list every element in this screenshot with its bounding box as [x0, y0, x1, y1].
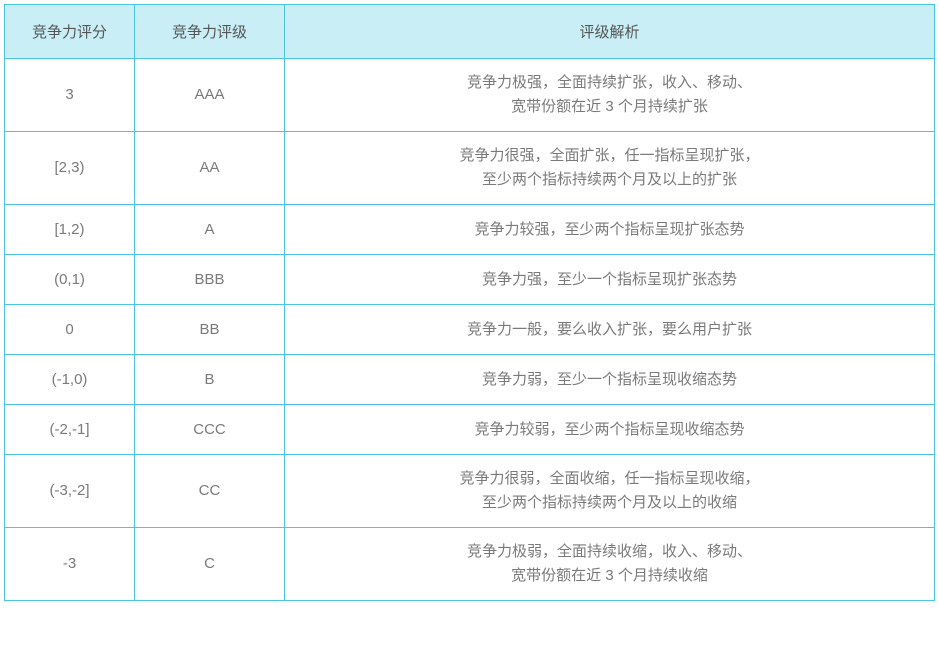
cell-rating: BB [135, 305, 285, 355]
cell-description: 竞争力强，至少一个指标呈现扩张态势 [285, 255, 935, 305]
cell-rating: BBB [135, 255, 285, 305]
cell-rating: CC [135, 455, 285, 528]
table-row: 3 AAA 竞争力极强，全面持续扩张，收入、移动、宽带份额在近 3 个月持续扩张 [5, 59, 935, 132]
table-body: 3 AAA 竞争力极强，全面持续扩张，收入、移动、宽带份额在近 3 个月持续扩张… [5, 59, 935, 601]
table-row: (-2,-1] CCC 竞争力较弱，至少两个指标呈现收缩态势 [5, 405, 935, 455]
cell-description: 竞争力较强，至少两个指标呈现扩张态势 [285, 205, 935, 255]
cell-description: 竞争力较弱，至少两个指标呈现收缩态势 [285, 405, 935, 455]
table-row: (-3,-2] CC 竞争力很弱，全面收缩，任一指标呈现收缩，至少两个指标持续两… [5, 455, 935, 528]
cell-rating: AA [135, 132, 285, 205]
cell-score: (-1,0) [5, 355, 135, 405]
cell-description: 竞争力极强，全面持续扩张，收入、移动、宽带份额在近 3 个月持续扩张 [285, 59, 935, 132]
cell-score: (-3,-2] [5, 455, 135, 528]
header-description: 评级解析 [285, 5, 935, 59]
cell-description: 竞争力弱，至少一个指标呈现收缩态势 [285, 355, 935, 405]
table-row: [1,2) A 竞争力较强，至少两个指标呈现扩张态势 [5, 205, 935, 255]
cell-score: (0,1) [5, 255, 135, 305]
table-row: 0 BB 竞争力一般，要么收入扩张，要么用户扩张 [5, 305, 935, 355]
header-score: 竞争力评分 [5, 5, 135, 59]
cell-rating: A [135, 205, 285, 255]
cell-rating: AAA [135, 59, 285, 132]
cell-description: 竞争力很强，全面扩张，任一指标呈现扩张，至少两个指标持续两个月及以上的扩张 [285, 132, 935, 205]
cell-rating: CCC [135, 405, 285, 455]
cell-description: 竞争力极弱，全面持续收缩，收入、移动、宽带份额在近 3 个月持续收缩 [285, 528, 935, 601]
cell-rating: C [135, 528, 285, 601]
cell-score: 0 [5, 305, 135, 355]
cell-score: (-2,-1] [5, 405, 135, 455]
cell-score: -3 [5, 528, 135, 601]
cell-score: 3 [5, 59, 135, 132]
rating-table: 竞争力评分 竞争力评级 评级解析 3 AAA 竞争力极强，全面持续扩张，收入、移… [4, 4, 935, 601]
table-row: [2,3) AA 竞争力很强，全面扩张，任一指标呈现扩张，至少两个指标持续两个月… [5, 132, 935, 205]
cell-description: 竞争力一般，要么收入扩张，要么用户扩张 [285, 305, 935, 355]
table-row: (0,1) BBB 竞争力强，至少一个指标呈现扩张态势 [5, 255, 935, 305]
table-row: -3 C 竞争力极弱，全面持续收缩，收入、移动、宽带份额在近 3 个月持续收缩 [5, 528, 935, 601]
header-rating: 竞争力评级 [135, 5, 285, 59]
cell-rating: B [135, 355, 285, 405]
cell-score: [2,3) [5, 132, 135, 205]
table-header: 竞争力评分 竞争力评级 评级解析 [5, 5, 935, 59]
table-row: (-1,0) B 竞争力弱，至少一个指标呈现收缩态势 [5, 355, 935, 405]
cell-description: 竞争力很弱，全面收缩，任一指标呈现收缩，至少两个指标持续两个月及以上的收缩 [285, 455, 935, 528]
cell-score: [1,2) [5, 205, 135, 255]
